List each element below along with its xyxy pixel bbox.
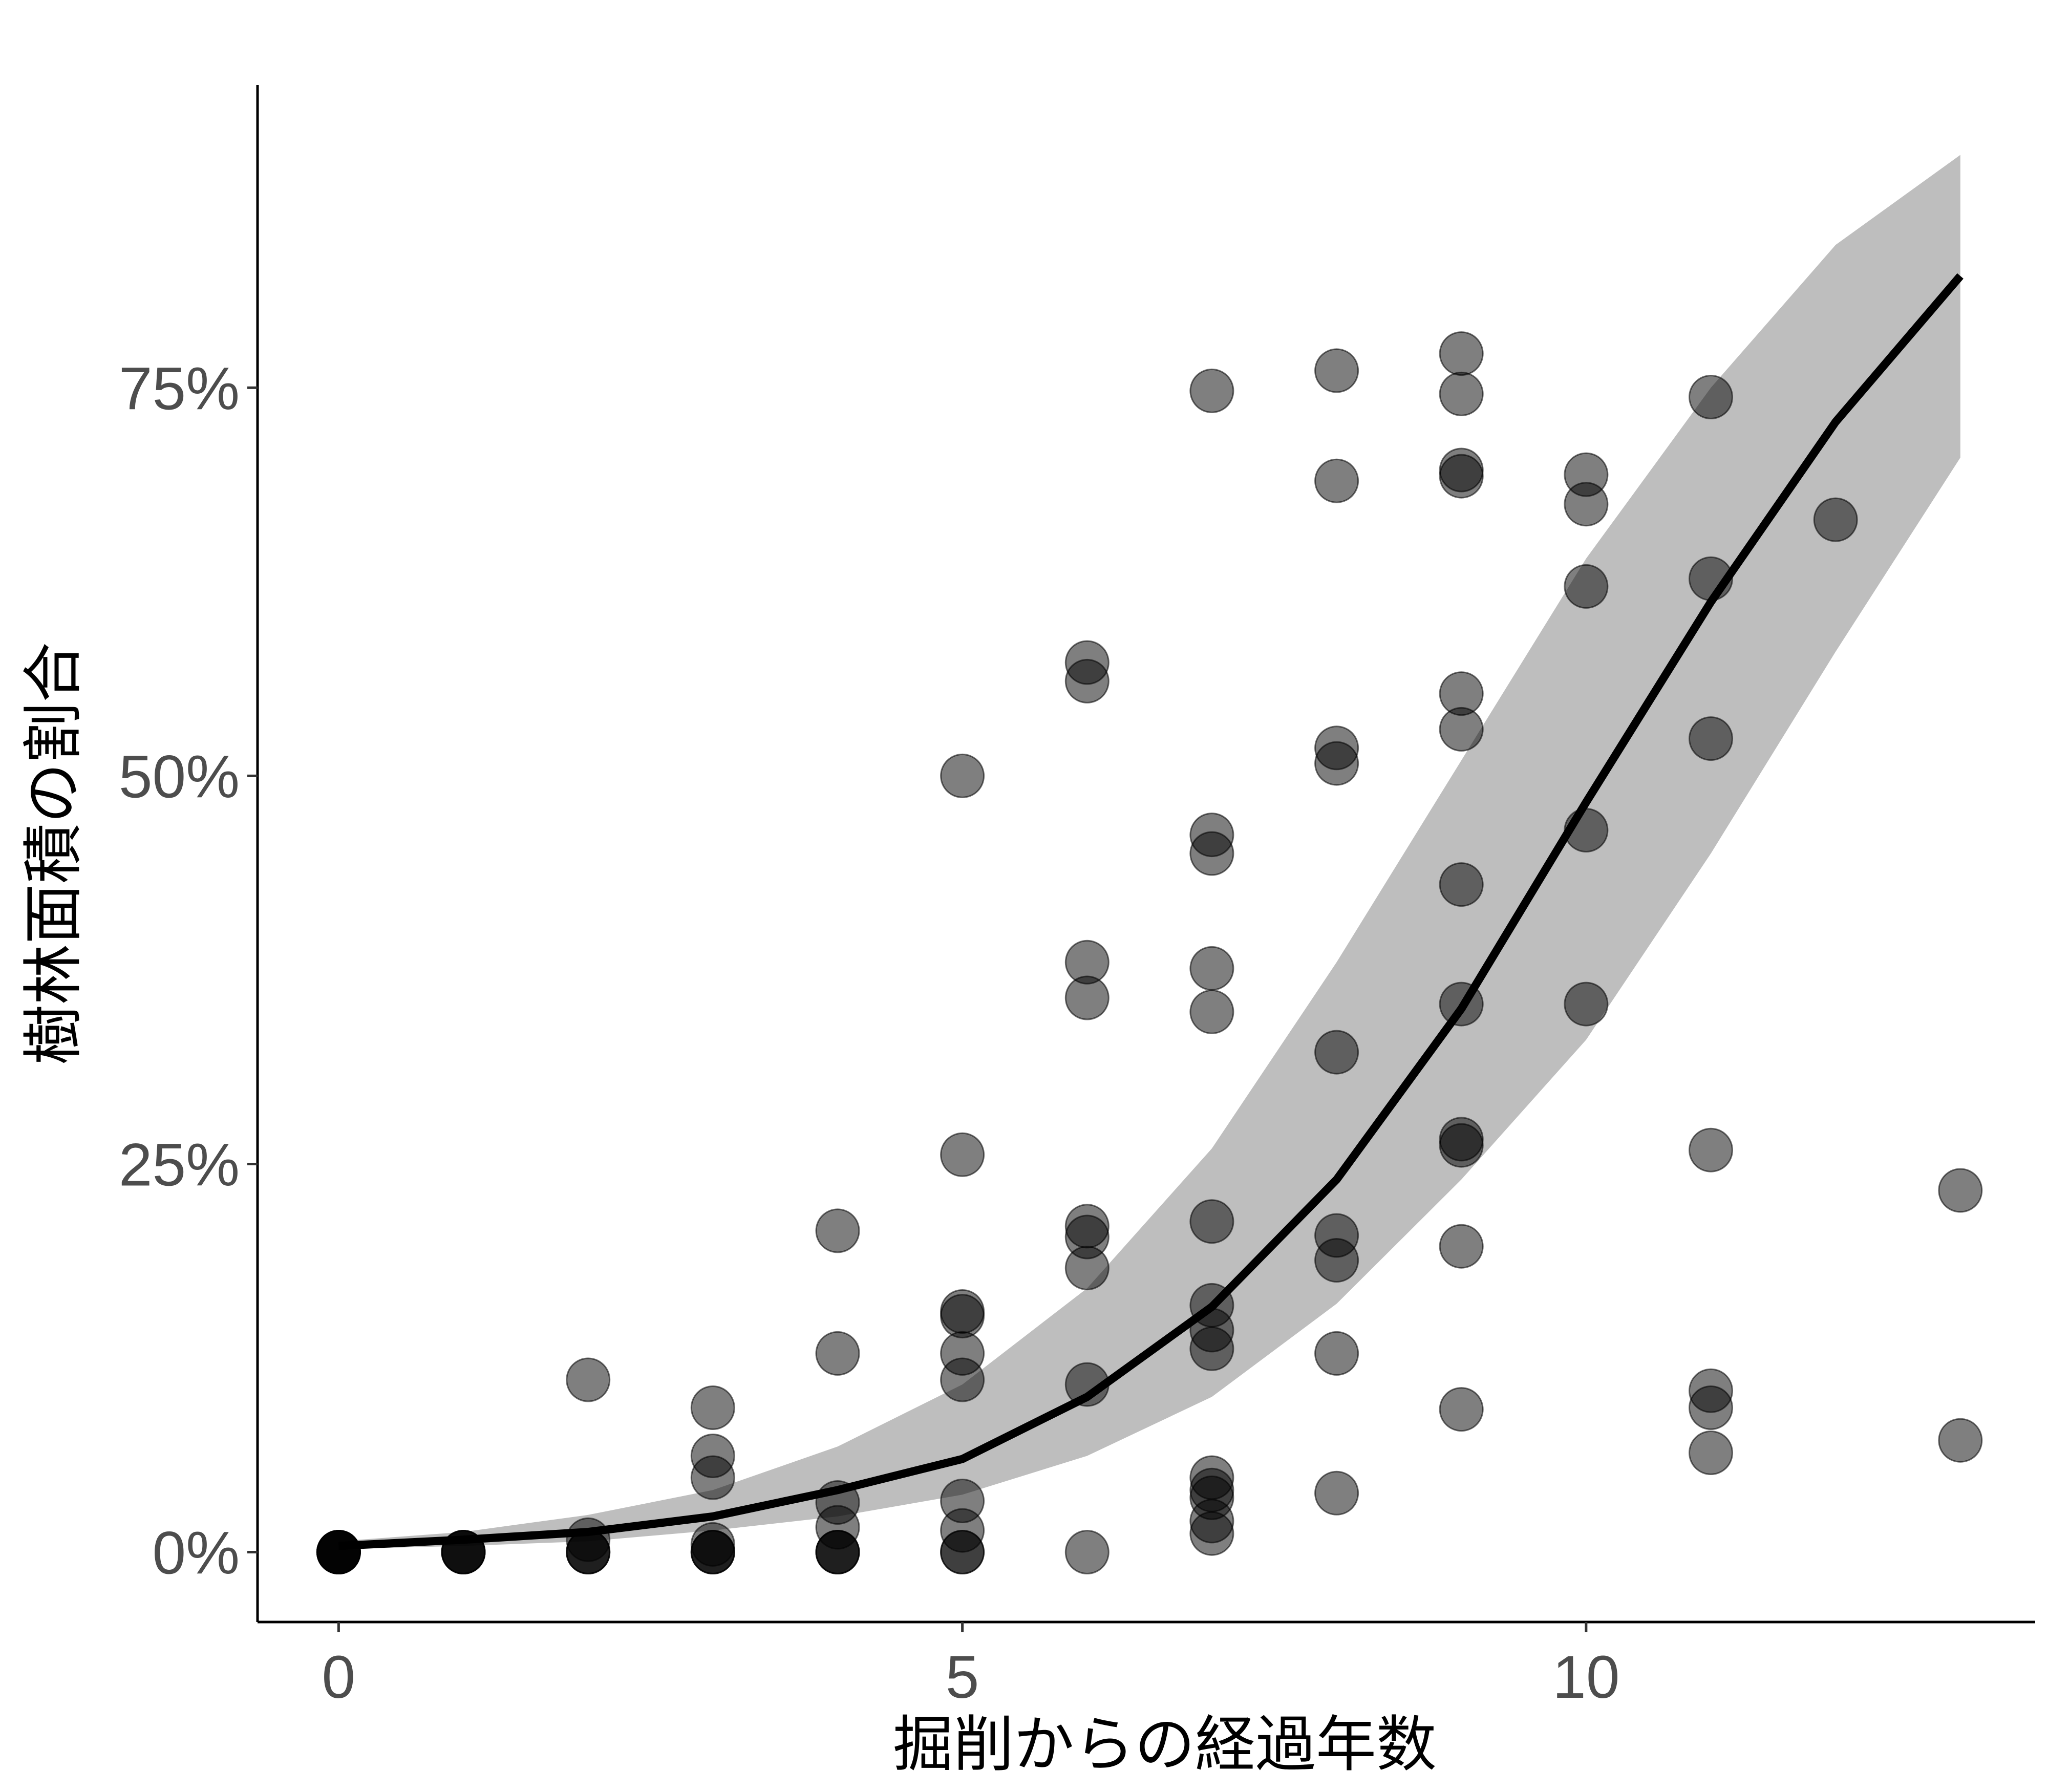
data-point <box>1189 368 1234 413</box>
data-point <box>1189 1511 1234 1556</box>
confidence-ribbon-layer <box>338 155 1960 1549</box>
data-point <box>1314 1030 1359 1075</box>
data-point <box>1314 741 1359 786</box>
data-point <box>1314 348 1359 393</box>
axes-layer <box>256 85 2035 1624</box>
data-point <box>1689 1127 1733 1172</box>
data-point <box>316 1530 361 1574</box>
data-point <box>1189 1199 1234 1244</box>
data-point <box>1064 1246 1110 1291</box>
data-point <box>1439 1224 1484 1269</box>
data-point <box>1938 1418 1983 1463</box>
data-point <box>1189 946 1234 991</box>
data-point <box>940 1132 985 1177</box>
data-point <box>1439 1123 1484 1168</box>
data-point <box>1064 975 1110 1020</box>
data-points-layer <box>316 331 1983 1574</box>
data-point <box>690 1385 735 1430</box>
y-tick-label: 0% <box>152 1520 240 1587</box>
data-point <box>1064 658 1110 703</box>
y-axis-title: 樹林面積の割合 <box>18 642 89 1065</box>
data-point <box>1189 831 1234 876</box>
data-point <box>1189 989 1234 1034</box>
data-point <box>940 1357 985 1402</box>
data-point <box>1813 497 1858 542</box>
data-point <box>1689 1385 1733 1430</box>
data-point <box>1064 1530 1110 1574</box>
x-tick-label: 0 <box>322 1644 356 1711</box>
data-point <box>1439 1387 1484 1432</box>
data-point <box>1314 1331 1359 1376</box>
confidence-ribbon <box>338 155 1960 1549</box>
data-point <box>1689 716 1733 761</box>
data-point <box>1439 454 1484 499</box>
fit-line-layer <box>338 273 1964 1550</box>
data-point <box>815 1331 860 1376</box>
data-point <box>940 1530 985 1574</box>
data-point <box>1564 564 1609 609</box>
fit-line <box>338 273 1964 1550</box>
data-point <box>566 1357 611 1402</box>
data-point <box>1314 458 1359 503</box>
data-point <box>1439 371 1484 416</box>
data-point <box>690 1455 735 1500</box>
y-tick-label: 50% <box>119 743 240 810</box>
data-point <box>1314 1238 1359 1283</box>
data-point <box>1564 482 1609 527</box>
data-point <box>1439 862 1484 907</box>
data-point <box>1564 982 1609 1027</box>
data-point <box>1439 707 1484 752</box>
data-point <box>1689 1431 1733 1475</box>
y-tick-label: 25% <box>119 1131 240 1199</box>
data-point <box>1439 331 1484 376</box>
x-tick-label: 5 <box>946 1644 979 1711</box>
data-point <box>1189 1326 1234 1371</box>
x-axis-title: 掘削からの経過年数 <box>893 1709 1437 1780</box>
y-tick-label: 75% <box>119 355 240 422</box>
data-point <box>815 1530 860 1574</box>
data-point <box>1938 1168 1983 1213</box>
x-tick-label: 10 <box>1552 1644 1619 1711</box>
data-point <box>1689 375 1733 419</box>
data-point <box>815 1208 860 1253</box>
data-point <box>940 753 985 798</box>
data-point <box>690 1530 735 1574</box>
data-point <box>1314 1470 1359 1516</box>
ticks-layer: 0 5 10 0% 25% 50% 75% <box>119 355 1620 1711</box>
data-point <box>566 1530 611 1574</box>
